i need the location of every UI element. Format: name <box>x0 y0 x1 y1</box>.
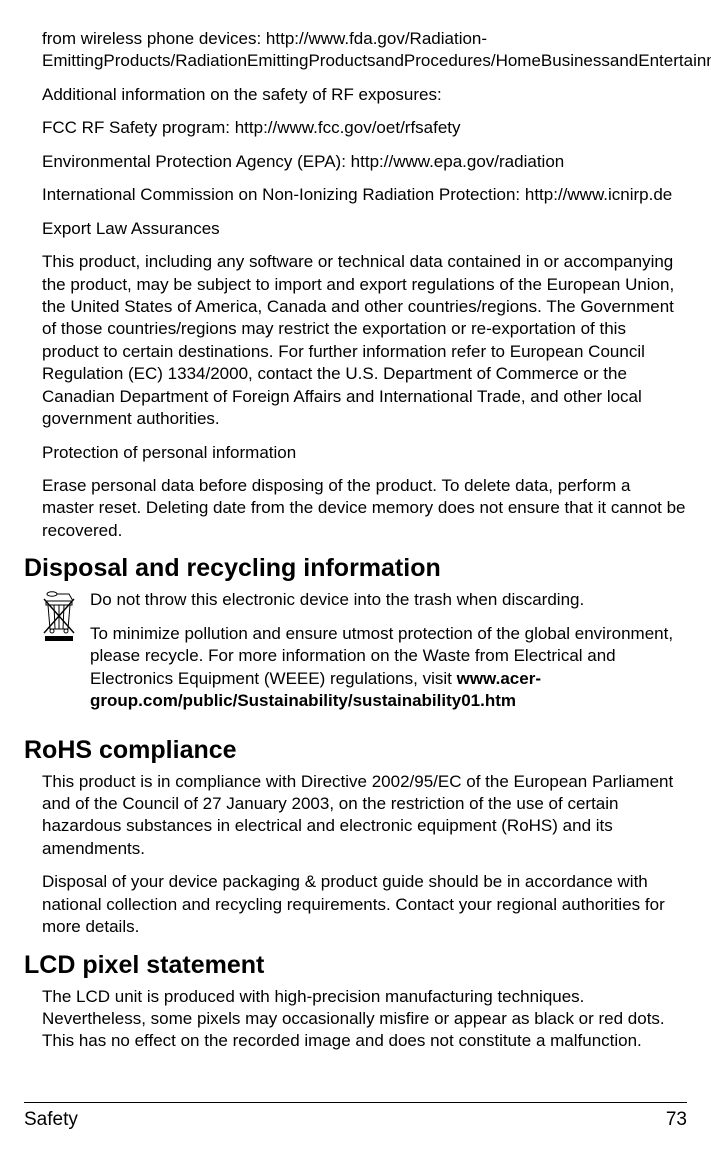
footer-section-label: Safety <box>24 1109 78 1131</box>
disposal-text: Do not throw this electronic device into… <box>90 589 687 723</box>
rohs-compliance-text: This product is in compliance with Direc… <box>42 771 687 861</box>
disposal-section: Do not throw this electronic device into… <box>42 589 687 723</box>
rohs-heading: RoHS compliance <box>24 735 687 765</box>
disposal-heading: Disposal and recycling information <box>24 553 687 583</box>
personal-info-heading: Protection of personal information <box>42 442 687 464</box>
lcd-heading: LCD pixel statement <box>24 950 687 980</box>
rf-additional-info: Additional information on the safety of … <box>42 84 687 106</box>
weee-bin-icon <box>42 591 76 646</box>
disposal-line2-text: To minimize pollution and ensure utmost … <box>90 624 673 688</box>
fda-url-paragraph: from wireless phone devices: http://www.… <box>42 28 687 73</box>
export-law-heading: Export Law Assurances <box>42 218 687 240</box>
rohs-disposal-text: Disposal of your device packaging & prod… <box>42 871 687 938</box>
disposal-line1: Do not throw this electronic device into… <box>90 589 687 611</box>
footer-page-number: 73 <box>666 1109 687 1131</box>
lcd-pixel-text: The LCD unit is produced with high-preci… <box>42 986 687 1053</box>
export-law-body: This product, including any software or … <box>42 251 687 431</box>
personal-info-body: Erase personal data before disposing of … <box>42 475 687 542</box>
icnirp-info: International Commission on Non-Ionizing… <box>42 184 687 206</box>
page-footer: Safety 73 <box>24 1102 687 1131</box>
disposal-line2: To minimize pollution and ensure utmost … <box>90 623 687 713</box>
epa-info: Environmental Protection Agency (EPA): h… <box>42 151 687 173</box>
fcc-rf-safety: FCC RF Safety program: http://www.fcc.go… <box>42 117 687 139</box>
